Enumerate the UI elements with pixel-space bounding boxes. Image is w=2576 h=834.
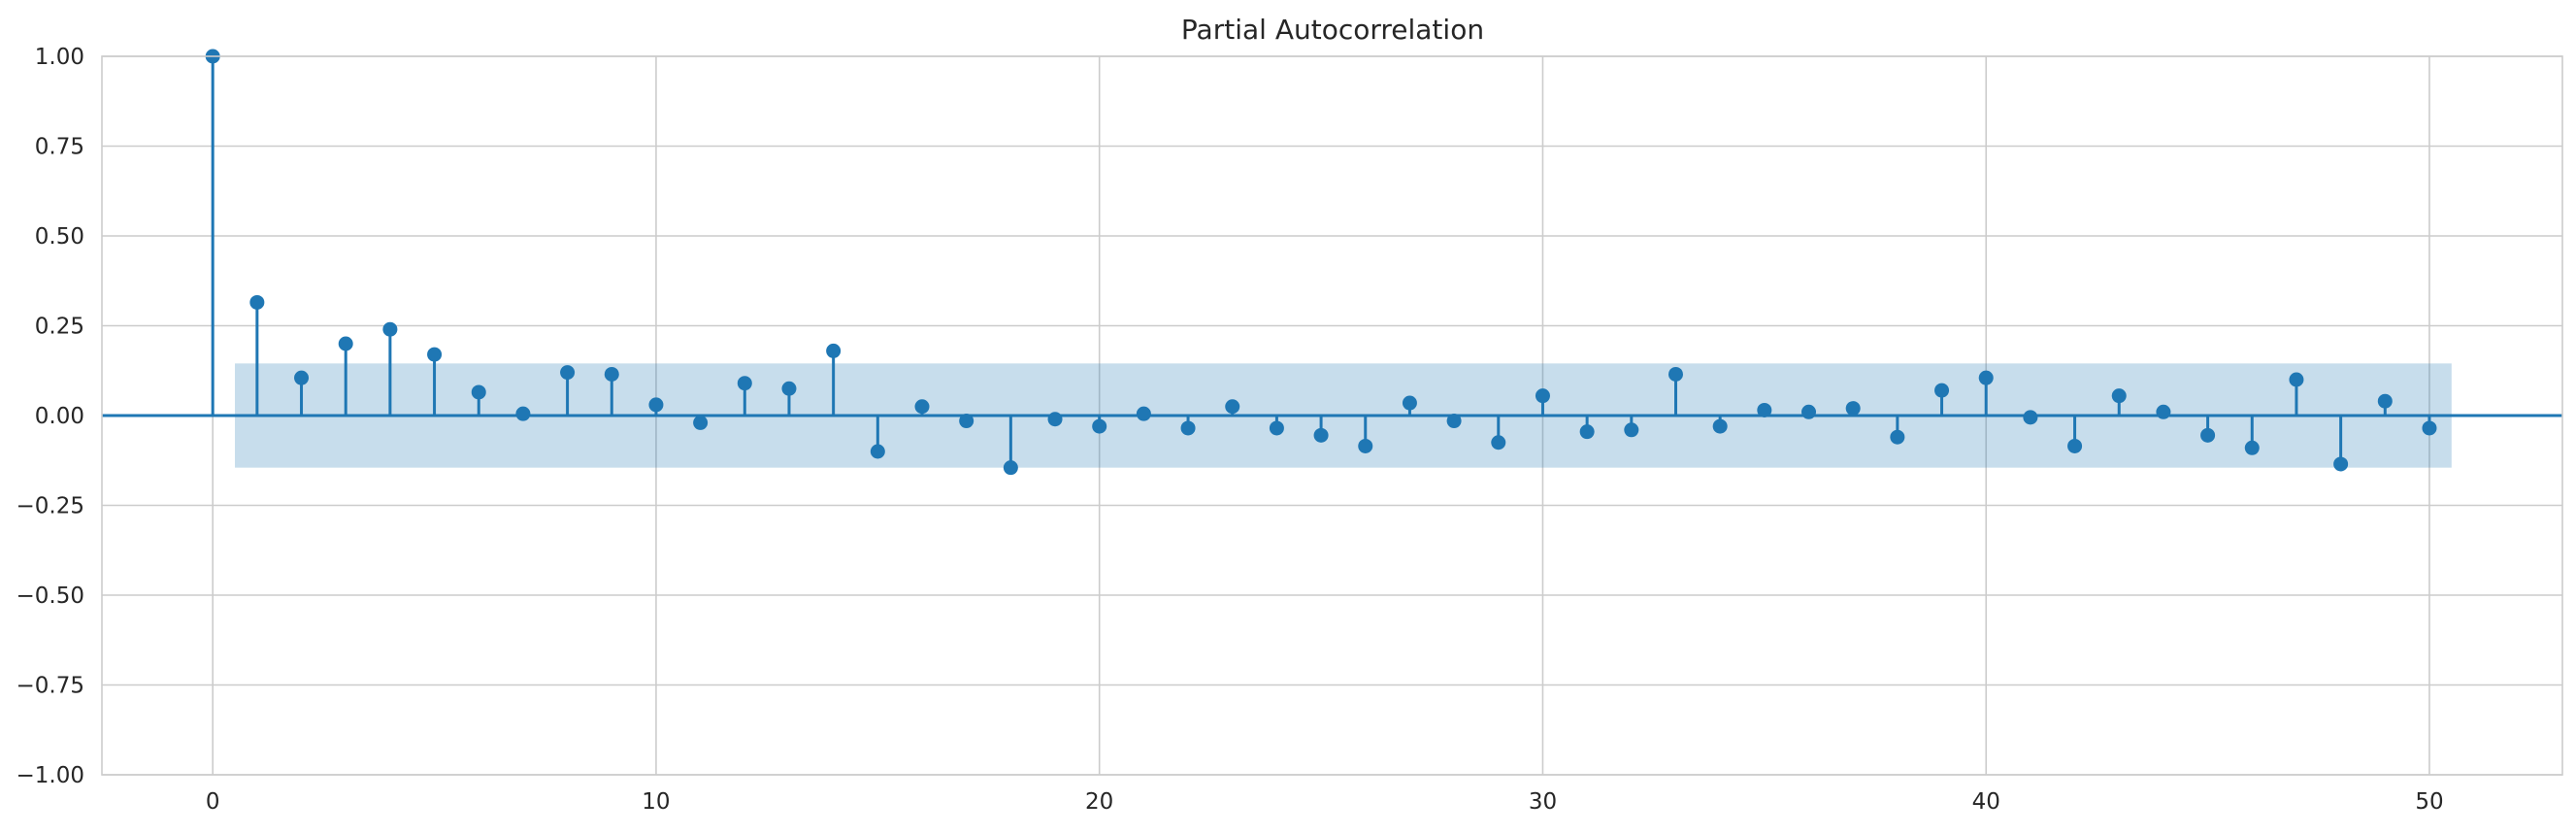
data-point [693, 415, 709, 430]
axes-frame [101, 55, 2563, 776]
data-point [959, 414, 974, 429]
data-point [2333, 456, 2349, 472]
y-tick-label: −0.50 [17, 584, 84, 609]
data-point [781, 381, 797, 396]
x-tick-label: 40 [1972, 789, 2000, 815]
data-point [1624, 422, 1639, 438]
data-point [515, 406, 531, 421]
data-point [914, 399, 930, 415]
markers [205, 49, 2437, 476]
x-tick-labels: 0 10 20 30 40 50 [206, 789, 2444, 815]
data-point [1712, 418, 1728, 434]
data-point [604, 366, 619, 382]
data-point [1269, 420, 1284, 436]
data-point [2377, 393, 2393, 409]
data-point [1225, 399, 1240, 415]
data-point [1757, 402, 1772, 417]
data-point [1402, 395, 1417, 411]
data-point [2023, 410, 2038, 425]
data-point [1491, 435, 1506, 450]
x-tick-label: 30 [1529, 789, 1557, 815]
data-point [1668, 366, 1683, 382]
data-point [826, 343, 842, 358]
plot-frame [101, 55, 2563, 776]
data-point [1978, 370, 1994, 385]
data-point [2200, 427, 2216, 443]
data-point [294, 370, 310, 385]
data-point [1003, 460, 1018, 476]
data-point [1446, 414, 1462, 429]
data-point [471, 384, 486, 400]
y-tick-label: −0.25 [17, 494, 84, 519]
data-point [249, 294, 265, 310]
data-point [1890, 429, 1905, 445]
data-point [2289, 372, 2304, 387]
x-tick-label: 20 [1085, 789, 1113, 815]
data-point [1934, 383, 1950, 398]
y-tick-labels: 1.00 0.75 0.50 0.25 0.00 −0.25 −0.50 −0.75 −1.00 [17, 45, 84, 788]
y-tick-label: 0.25 [35, 315, 84, 340]
y-tick-label: 0.75 [35, 135, 84, 160]
data-point [1535, 388, 1550, 404]
data-point [2111, 388, 2127, 404]
x-tick-label: 10 [642, 789, 670, 815]
y-tick-label: 0.50 [35, 224, 84, 250]
data-point [1092, 418, 1107, 434]
data-point [648, 397, 664, 413]
data-point [2244, 440, 2260, 455]
x-tick-label: 0 [206, 789, 220, 815]
chart-title: Partial Autocorrelation [1181, 14, 1484, 46]
y-tick-label: −0.75 [17, 674, 84, 699]
data-point [1358, 438, 1373, 453]
data-point [2422, 420, 2437, 436]
y-tick-label: 0.00 [35, 404, 84, 429]
data-point [1579, 424, 1595, 440]
data-point [1136, 406, 1151, 421]
data-point [382, 321, 398, 337]
data-point [1047, 412, 1063, 427]
x-tick-label: 50 [2415, 789, 2443, 815]
data-point [1845, 401, 1861, 417]
data-point [1180, 420, 1196, 436]
data-point [2067, 438, 2083, 453]
data-point [1313, 427, 1329, 443]
data-point [737, 376, 752, 391]
data-point [338, 336, 353, 351]
data-point [2156, 404, 2171, 419]
data-point [560, 365, 576, 381]
data-point [427, 347, 443, 362]
y-tick-label: 1.00 [35, 45, 84, 70]
data-point [1801, 404, 1817, 419]
data-point [870, 444, 885, 459]
y-tick-label: −1.00 [17, 763, 84, 788]
